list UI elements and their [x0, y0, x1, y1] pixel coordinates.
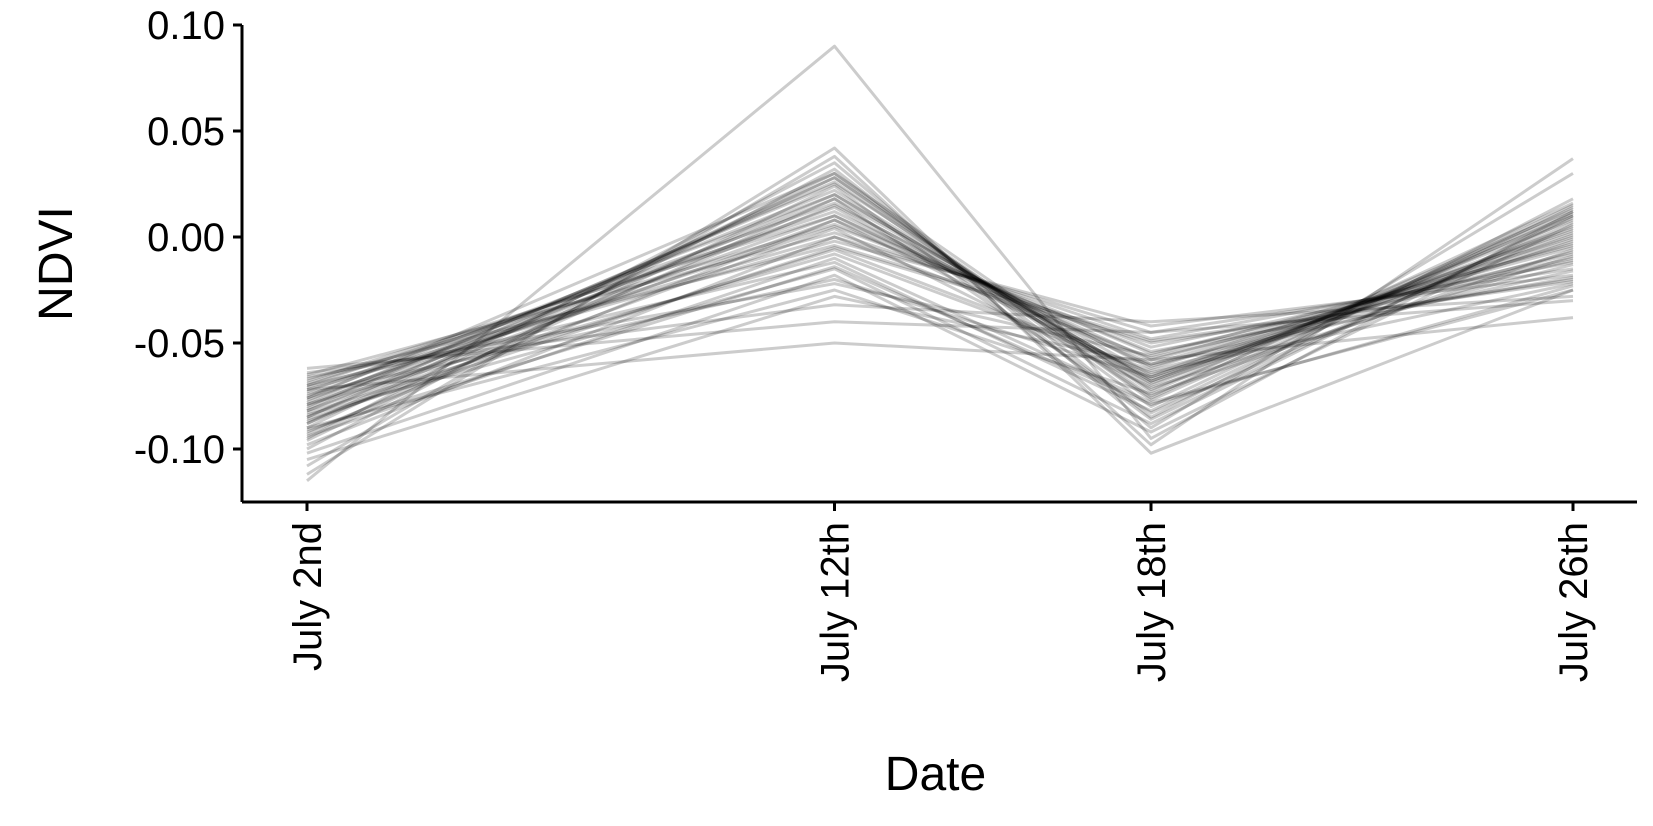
series-line: [306, 235, 1574, 447]
series-line: [306, 161, 1574, 440]
series-line: [306, 227, 1574, 423]
x-tick-label: July 18th: [1130, 522, 1174, 682]
series-line: [306, 197, 1574, 436]
series-line: [306, 214, 1574, 426]
series-line: [306, 224, 1574, 400]
series-line: [306, 154, 1574, 468]
x-axis-ticks: July 2nd July 12th July 18th July 26th: [286, 502, 1596, 682]
series-line: [306, 146, 1574, 476]
series-lines: [306, 44, 1574, 482]
series-line: [306, 203, 1574, 425]
series-line: [306, 197, 1574, 413]
series-line: [306, 182, 1574, 408]
series-line: [306, 176, 1574, 425]
x-tick-label: July 2nd: [286, 522, 330, 671]
y-axis-title: NDVI: [30, 206, 83, 321]
series-line: [306, 235, 1574, 389]
series-line: [306, 188, 1574, 404]
series-line: [306, 248, 1574, 430]
y-tick-label: 0.00: [147, 216, 225, 260]
series-line: [306, 299, 1574, 370]
series-line: [306, 44, 1574, 482]
y-tick-label: -0.10: [134, 428, 225, 472]
x-tick-label: July 12th: [814, 522, 858, 682]
y-axis-ticks: 0.10 0.05 0.00 -0.05 -0.10: [134, 4, 242, 472]
series-line: [306, 210, 1574, 387]
series-line: [306, 193, 1574, 419]
series-line: [306, 222, 1574, 455]
series-line: [306, 205, 1574, 402]
series-line: [306, 265, 1574, 432]
series-line: [306, 222, 1574, 385]
series-line: [306, 269, 1574, 462]
x-tick-label: July 26th: [1552, 522, 1596, 682]
series-line: [306, 193, 1574, 398]
series-line: [306, 201, 1574, 394]
series-line: [306, 244, 1574, 381]
series-line: [306, 171, 1574, 430]
series-line: [306, 246, 1574, 421]
series-line: [306, 214, 1574, 406]
y-tick-label: 0.05: [147, 110, 225, 154]
series-line: [306, 218, 1574, 413]
series-line: [306, 218, 1574, 434]
series-line: [306, 252, 1574, 406]
series-line: [306, 294, 1574, 375]
series-line: [306, 231, 1574, 377]
series-line: [306, 248, 1574, 415]
y-tick-label: 0.10: [147, 4, 225, 48]
series-line: [306, 176, 1574, 419]
series-line: [306, 316, 1574, 392]
series-line: [306, 205, 1574, 413]
series-line: [306, 256, 1574, 438]
y-tick-label: -0.05: [134, 322, 225, 366]
series-line: [306, 184, 1574, 442]
x-axis-title: Date: [885, 748, 986, 801]
series-line: [306, 167, 1574, 451]
series-line: [306, 171, 1574, 400]
series-line: [306, 244, 1574, 379]
series-line: [306, 214, 1574, 383]
series-line: [306, 231, 1574, 396]
series-line: [306, 239, 1574, 392]
series-line: [306, 180, 1574, 411]
